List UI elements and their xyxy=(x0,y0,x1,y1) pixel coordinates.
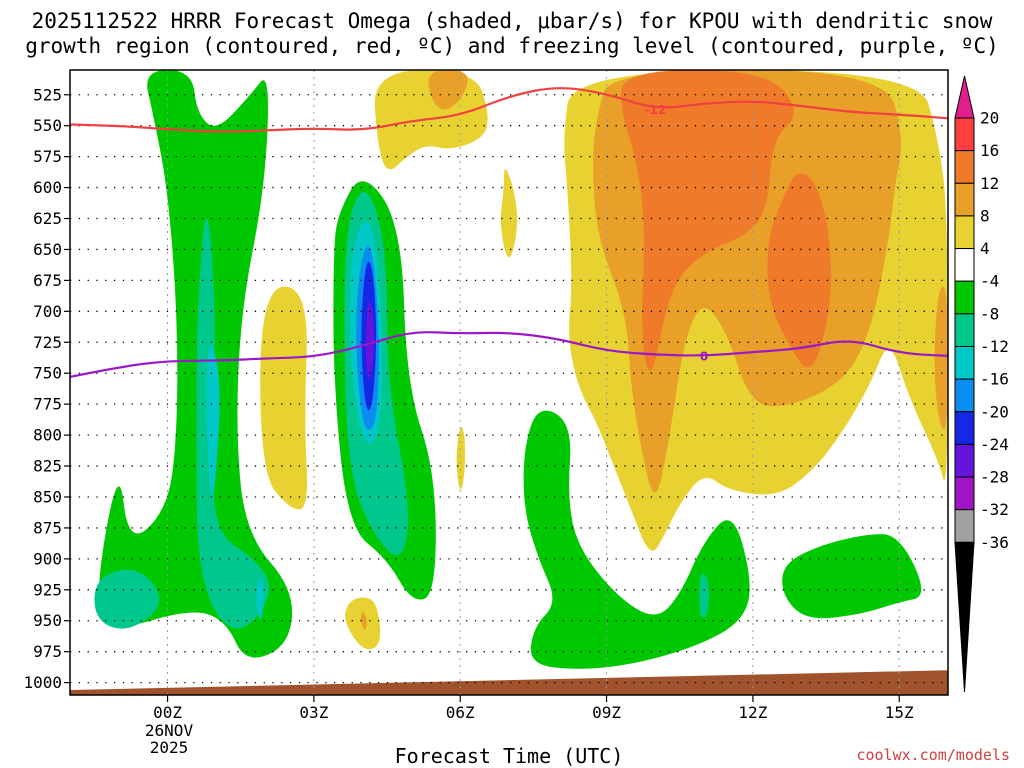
plot-area: -12 0 xyxy=(69,69,949,696)
y-axis: 525 550 575 600 625 650 675 700 725 750 775 800 825 8… xyxy=(23,85,70,692)
x-tick-label: 15Z xyxy=(885,703,914,722)
x-tick-label: 09Z xyxy=(592,703,621,722)
y-tick-label: 975 xyxy=(33,642,62,661)
colorbar-label: 20 xyxy=(980,109,999,128)
colorbar-label: 8 xyxy=(980,206,990,225)
colorbar-label: -20 xyxy=(980,402,1009,421)
credit-text: coolwx.com/models xyxy=(856,746,1010,764)
colorbar-bin xyxy=(954,117,975,152)
date-label-line-2: 2025 xyxy=(150,738,189,757)
colorbar-label: -16 xyxy=(980,370,1009,389)
omega-region-left-cyan-spot xyxy=(256,577,264,620)
omega-region-dark-orange-upper xyxy=(621,70,794,371)
dendritic-isotherm-label: -12 xyxy=(644,103,666,117)
y-tick-label: 550 xyxy=(33,116,62,135)
colorbar-label: 4 xyxy=(980,239,990,258)
omega-region-left-yellow-spot xyxy=(260,286,308,510)
colorbar-label: -12 xyxy=(980,337,1009,356)
colorbar-label: -4 xyxy=(980,272,999,291)
colorbar-label: -28 xyxy=(980,468,1009,487)
colorbar-bottom-arrow xyxy=(954,541,975,693)
chart-title-line-1: 2025112522 HRRR Forecast Omega (shaded, … xyxy=(32,9,993,33)
y-tick-label: 625 xyxy=(33,209,62,228)
omega-region-teal-dot-11z xyxy=(699,573,709,618)
freezing-level-label: 0 xyxy=(700,349,708,363)
y-tick-label: 875 xyxy=(33,518,62,537)
x-axis-label: Forecast Time (UTC) xyxy=(395,744,624,768)
omega-region-orange-upper-cap xyxy=(428,70,468,110)
colorbar-bin xyxy=(954,443,975,478)
y-tick-label: 925 xyxy=(33,580,62,599)
y-tick-label: 525 xyxy=(33,85,62,104)
y-tick-label: 775 xyxy=(33,395,62,414)
colorbar-bin xyxy=(954,476,975,511)
colorbar-bin xyxy=(954,150,975,184)
omega-region-yellow-dot-06z xyxy=(456,427,466,490)
y-tick-label: 700 xyxy=(33,302,62,321)
colorbar-label: -32 xyxy=(980,500,1009,519)
omega-region-left-teal-lobe xyxy=(94,569,160,629)
chart-title-line-2: growth region (contoured, red, ºC) and f… xyxy=(25,34,999,58)
omega-region-dark-orange-right xyxy=(767,173,831,368)
colorbar-label: -8 xyxy=(980,304,999,323)
y-tick-label: 750 xyxy=(33,364,62,383)
contour-lines: -12 0 xyxy=(70,87,948,378)
omega-region-green-lower-right xyxy=(782,534,922,619)
colorbar-bin xyxy=(954,182,975,217)
colorbar-bin xyxy=(954,378,975,413)
x-tick-label: 12Z xyxy=(738,703,767,722)
omega-region-left-green-arm xyxy=(98,70,293,658)
y-tick-label: 825 xyxy=(33,457,62,476)
omega-region-orange-right-edge xyxy=(934,286,948,430)
omega-region-green-lower-center xyxy=(523,410,750,669)
colorbar: 20 16 12 8 4 -4 -8 -12 -16 -20 -24 -28 -32 -36 xyxy=(954,75,1009,693)
colorbar-bin xyxy=(954,280,975,315)
x-tick-label: 00Z xyxy=(153,703,182,722)
terrain-surface xyxy=(70,670,948,695)
date-label-line-1: 26NOV xyxy=(145,721,194,740)
dendritic-isotherm-line xyxy=(70,87,948,133)
colorbar-bin xyxy=(954,345,975,380)
colorbar-label: 16 xyxy=(980,141,999,160)
colorbar-bin xyxy=(954,215,975,250)
y-tick-label: 900 xyxy=(33,549,62,568)
y-tick-label: 575 xyxy=(33,147,62,166)
colorbar-bin xyxy=(954,509,975,543)
x-tick-label: 03Z xyxy=(299,703,328,722)
y-tick-label: 600 xyxy=(33,178,62,197)
colorbar-bin xyxy=(954,411,975,445)
x-tick-label: 06Z xyxy=(446,703,475,722)
omega-region-orange-spot-0330z xyxy=(361,611,367,630)
colorbar-label: -36 xyxy=(980,533,1009,552)
omega-shaded-regions xyxy=(94,70,948,669)
omega-region-left-cyan-streak xyxy=(206,344,220,497)
omega-region-central-violet-core xyxy=(365,301,375,379)
omega-region-yellow-streak-07z xyxy=(500,169,518,258)
colorbar-label: -24 xyxy=(980,435,1009,454)
y-tick-label: 725 xyxy=(33,333,62,352)
colorbar-bin xyxy=(954,248,975,282)
y-tick-label: 675 xyxy=(33,271,62,290)
freezing-level-line xyxy=(70,331,948,378)
colorbar-bin xyxy=(954,313,975,347)
y-tick-label: 850 xyxy=(33,487,62,506)
colorbar-label: 12 xyxy=(980,174,999,193)
x-axis: 00Z 03Z 06Z 09Z 12Z 15Z xyxy=(153,695,914,722)
y-tick-label: 800 xyxy=(33,426,62,445)
gridlines xyxy=(70,70,948,695)
plot-frame xyxy=(69,69,949,696)
terrain-group xyxy=(70,670,948,695)
y-tick-label: 950 xyxy=(33,611,62,630)
y-tick-label: 650 xyxy=(33,240,62,259)
y-tick-label: 1000 xyxy=(23,673,62,692)
colorbar-top-arrow xyxy=(954,75,975,119)
omega-region-left-teal-core xyxy=(196,218,270,629)
